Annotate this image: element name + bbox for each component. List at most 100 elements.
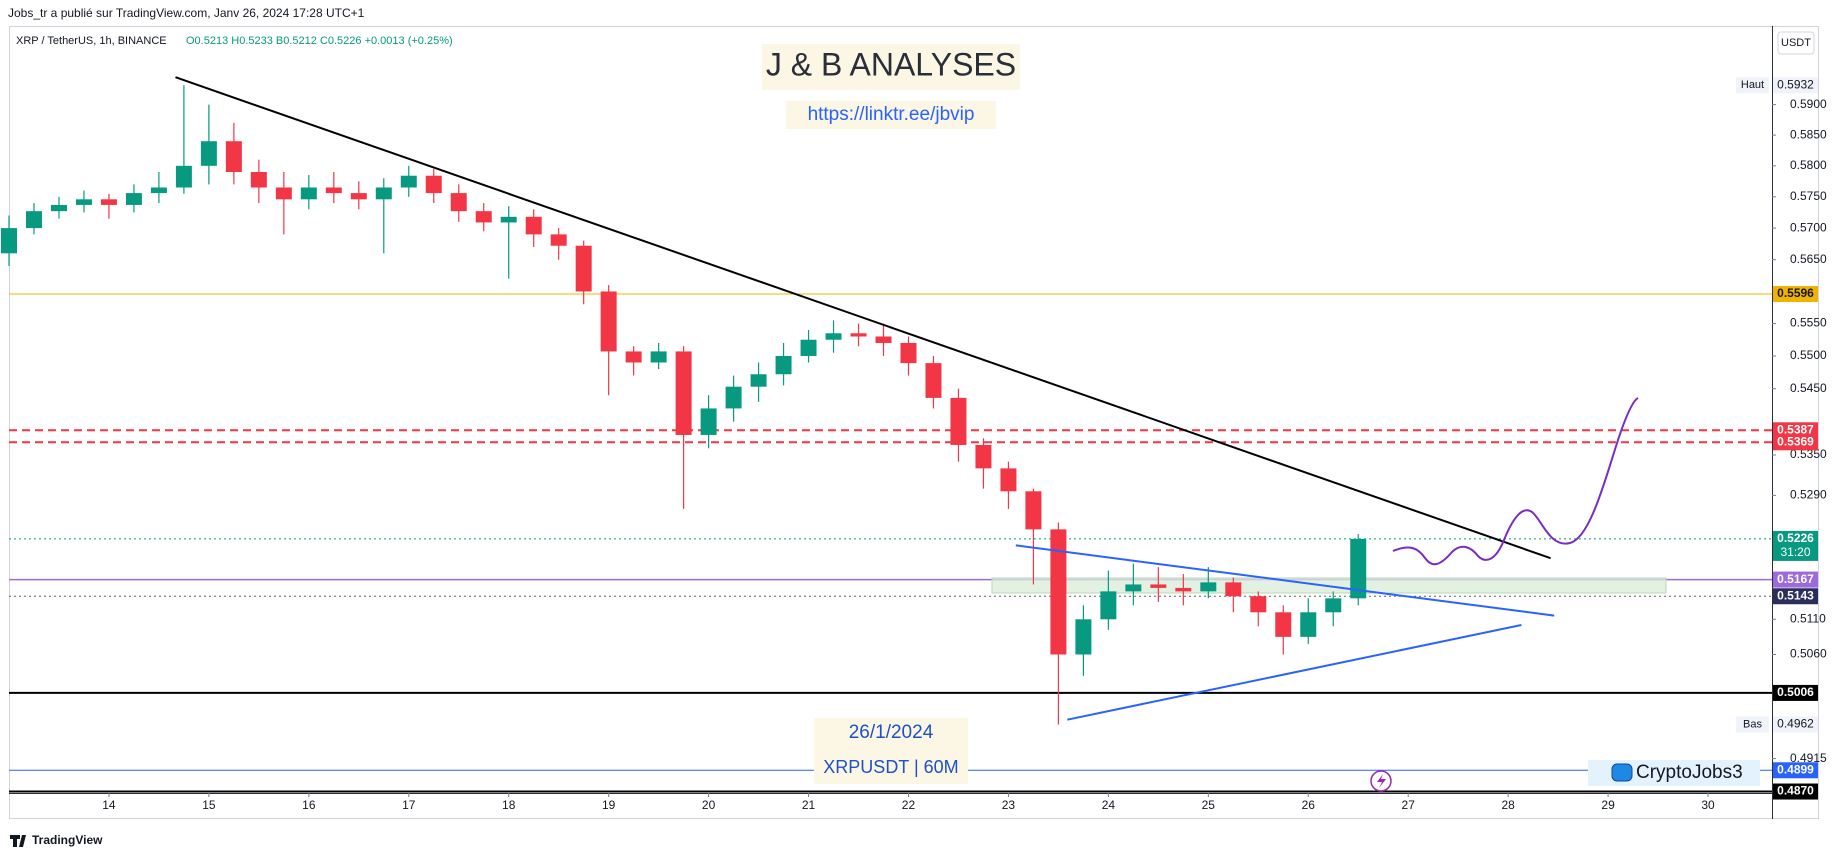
footer-brand[interactable]: TradingView [32,833,103,847]
candles [1,85,1367,725]
candle-body [800,339,817,356]
candle-body [700,408,717,435]
price-level-tag [1773,434,1818,451]
candle-body [375,187,392,200]
publisher-header: Jobs_tr a publié sur TradingView.com, Ja… [8,6,365,20]
candle-body [425,175,442,194]
symbol-line: XRP / TetherUS, 1h, BINANCE [16,35,167,47]
price-level-label: 0.5006 [1777,685,1814,699]
price-level-label: 0.5167 [1777,572,1814,586]
candle-body [250,172,267,188]
candle-body [550,234,567,246]
candle-body [1200,582,1217,592]
extreme-tag-name: Haut [1741,79,1764,91]
x-tick-label: 22 [902,798,916,812]
price-level-label: 0.4899 [1777,762,1814,776]
candle-body [1000,468,1017,492]
unit-box[interactable] [1777,31,1815,55]
x-tick-label: 27 [1402,798,1416,812]
candle-body [850,333,867,337]
y-tick-label: 0.5060 [1790,647,1827,661]
chart-frame [9,26,1819,819]
y-tick-label: 0.5800 [1790,158,1827,172]
candle-body [1225,582,1242,597]
note-symbol: XRPUSDT | 60M [823,757,958,777]
price-level-tag [1773,286,1818,303]
candle-body [625,351,642,363]
tradingview-logo [10,835,26,847]
event-icon-bolt [1377,774,1386,788]
candle-body [500,216,517,223]
watermark-link[interactable]: https://linktr.ee/jbvip [808,104,975,125]
candle-body [1050,529,1067,655]
price-level-tag [1773,762,1818,779]
x-tick-label: 24 [1102,798,1116,812]
candle-body [775,355,792,375]
triangle-upper-line [1015,544,1555,617]
y-tick-label: 0.5350 [1790,447,1827,461]
candle-body [1250,596,1267,613]
candle-body [925,363,942,398]
y-tick-label: 0.5900 [1790,97,1827,111]
x-tick-label: 15 [202,798,216,812]
candle-body [1100,591,1117,620]
candle-body [1175,587,1192,592]
candle-body [300,187,317,200]
price-level-tag [1773,588,1818,605]
y-tick-label: 0.5110 [1790,611,1826,625]
axes: 0.5900 0.5850 0.5800 0.5750 0.5700 0.5650 0.55… [102,77,1827,812]
candle-body [675,351,692,435]
candle-body [900,342,917,364]
candle-body [125,193,142,205]
x-tick-label: 26 [1302,798,1316,812]
y-tick-label: 0.5850 [1790,127,1827,141]
candle-body [575,245,592,292]
candle-body [750,374,767,387]
extreme-tag-box [1736,716,1769,733]
y-tick-label: 0.5500 [1790,348,1827,362]
price-level-label: 0.5387 [1777,422,1814,436]
candle-body [975,444,992,469]
price-level-label: 0.5596 [1777,286,1814,300]
candle-body [650,351,667,363]
candle-body [950,397,967,445]
candle-body [100,199,117,205]
extreme-value-label: 0.5932 [1777,77,1814,91]
candle-body [1325,598,1342,613]
candle-body [725,386,742,409]
link-box [786,101,996,129]
y-tick-label: 0.4915 [1790,751,1827,765]
countdown-label: 31:20 [1780,545,1810,559]
descending-trendline [175,76,1551,560]
watermark-title: J & B ANALYSES [766,46,1016,82]
x-tick-label: 19 [602,798,616,812]
note-date: 26/1/2024 [849,722,934,743]
extreme-tag-name: Bas [1743,718,1762,730]
candle-body [875,336,892,343]
price-level-label: 0.5369 [1777,434,1814,448]
price-level-label: 0.5143 [1777,588,1814,602]
y-tick-label: 0.5290 [1790,488,1827,502]
x-tick-label: 17 [402,798,416,812]
candle-body [475,211,492,223]
candle-body [50,204,67,212]
y-tick-label: 0.5650 [1790,252,1827,266]
extreme-value-box [1773,77,1818,94]
extreme-value-box [1773,716,1818,733]
candle-body [175,165,192,188]
x-tick-label: 14 [102,798,116,812]
candle-body [75,199,92,205]
candle-body [1150,584,1167,588]
candle-body [275,187,292,200]
price-level-label: 0.5226 [1777,531,1814,545]
candle-body [600,291,617,352]
candle-body [400,175,417,188]
y-tick-label: 0.5450 [1790,381,1827,395]
candle-body [1075,619,1092,655]
candle-body [450,193,467,212]
price-level-label: 0.4870 [1777,784,1814,798]
extreme-value-label: 0.4962 [1777,717,1814,731]
